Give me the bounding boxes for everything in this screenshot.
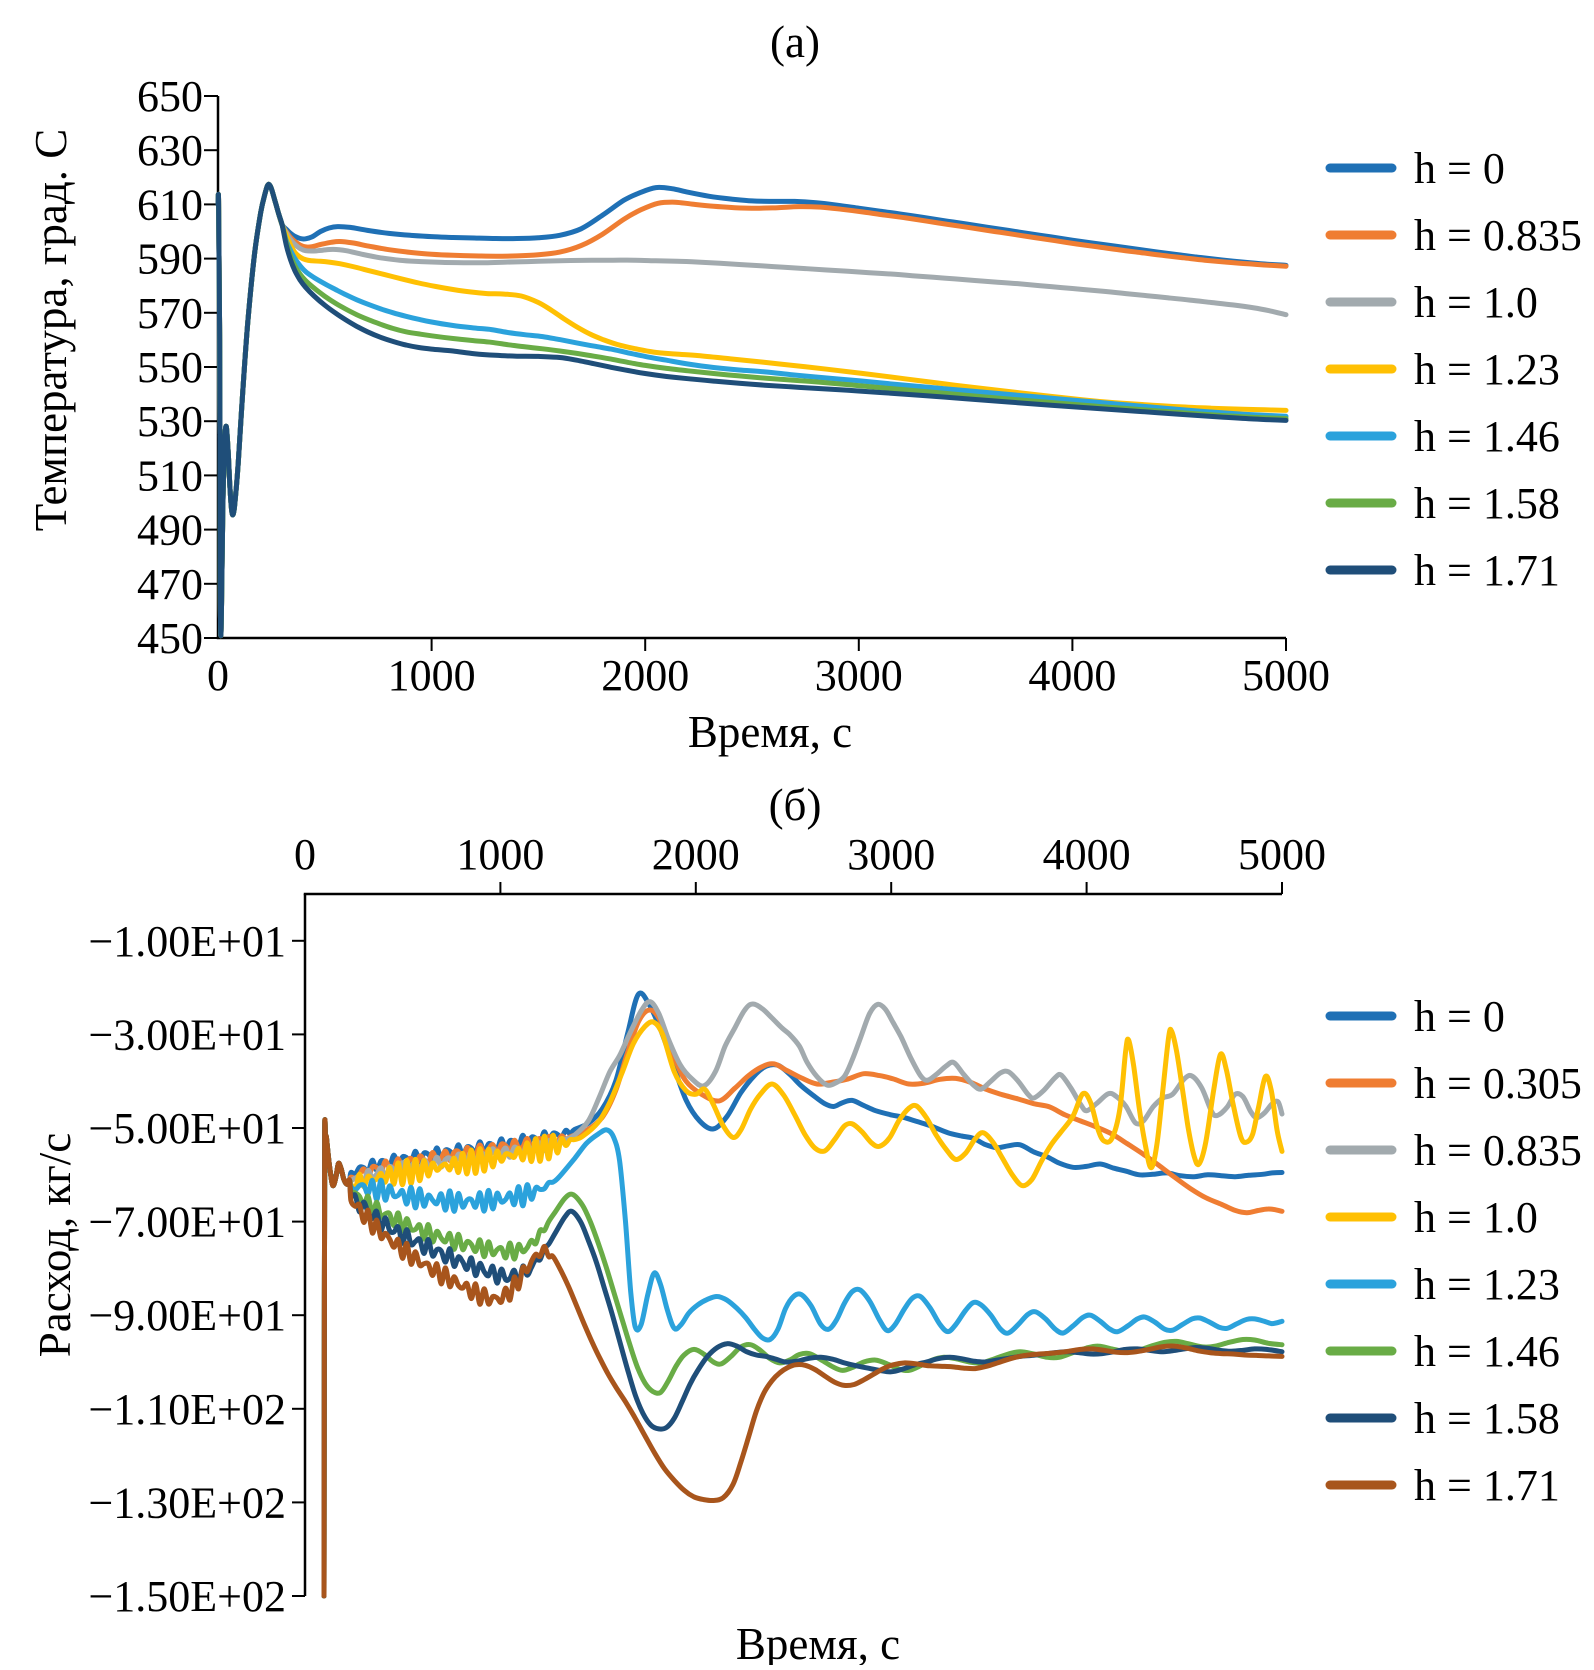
- legend-label: h = 1.58: [1414, 1394, 1560, 1443]
- panel-b-series-yellow: [321, 1019, 1285, 1599]
- panel-b-y-tick-label: −3.00E+01: [88, 1010, 286, 1059]
- panel-b-series-brown: [321, 1117, 1285, 1599]
- panel-b-x-axis-title: Время, с: [736, 1619, 900, 1665]
- legend-item: h = 1.71: [1325, 546, 1560, 595]
- panel-a-y-tick-label: 530: [137, 397, 203, 446]
- legend-item: h = 1.58: [1325, 479, 1560, 528]
- legend-label: h = 1.0: [1414, 278, 1538, 327]
- panel-b-y-tick-label: −1.00E+01: [88, 917, 286, 966]
- panel-a: (а) Температура, град. С Время, с 0 1000 2000…: [26, 17, 1582, 757]
- legend-label: h = 1.71: [1414, 1461, 1560, 1510]
- panel-a-y-tick-label: 630: [137, 126, 203, 175]
- panel-b-x-tick-label: 2000: [652, 830, 740, 879]
- panel-a-legend: h = 0 h = 0.835 h = 1.0 h = 1.23 h = 1.46 h =…: [1325, 144, 1582, 595]
- legend-label: h = 1.0: [1414, 1193, 1538, 1242]
- panel-a-title: (а): [770, 17, 820, 67]
- legend-item: h = 1.0: [1325, 278, 1538, 327]
- legend-label: h = 1.58: [1414, 479, 1560, 528]
- legend-label: h = 0: [1414, 992, 1505, 1041]
- panel-a-x-tick-label: 3000: [815, 651, 903, 700]
- panel-a-y-tick-label: 450: [137, 614, 203, 663]
- legend-label: h = 1.23: [1414, 1260, 1560, 1309]
- legend-item: h = 1.46: [1325, 1327, 1560, 1376]
- legend-label: h = 0.835: [1414, 211, 1582, 260]
- panel-a-x-tick-label: 0: [207, 651, 229, 700]
- legend-item: h = 1.0: [1325, 1193, 1538, 1242]
- legend-label: h = 0.835: [1414, 1126, 1582, 1175]
- panel-b-x-tick-label: 3000: [847, 830, 935, 879]
- panel-a-x-axis-title: Время, с: [688, 707, 852, 757]
- panel-b-legend: h = 0 h = 0.305 h = 0.835 h = 1.0 h = 1.23 h …: [1325, 992, 1582, 1510]
- panel-b-y-tick-label: −1.30E+02: [88, 1478, 286, 1527]
- legend-label: h = 1.46: [1414, 1327, 1560, 1376]
- legend-label: h = 0: [1414, 144, 1505, 193]
- legend-item: h = 1.23: [1325, 1260, 1560, 1309]
- legend-item: h = 0.835: [1325, 211, 1582, 260]
- legend-label: h = 0.305: [1414, 1059, 1582, 1108]
- legend-item: h = 0.835: [1325, 1126, 1582, 1175]
- legend-label: h = 1.23: [1414, 345, 1560, 394]
- panel-a-y-tick-label: 590: [137, 235, 203, 284]
- panel-a-y-axis-title: Температура, град. С: [26, 129, 76, 531]
- legend-label: h = 1.71: [1414, 546, 1560, 595]
- panel-a-x-tick-label: 4000: [1028, 651, 1116, 700]
- panel-b: (б) Расход, кг/с Время, с 0 1000 2000 3000 4000…: [30, 780, 1582, 1669]
- legend-item: h = 1.23: [1325, 345, 1560, 394]
- panel-b-x-tick-label: 4000: [1043, 830, 1131, 879]
- panel-a-x-tick-label: 2000: [601, 651, 689, 700]
- legend-item: h = 1.46: [1325, 412, 1560, 461]
- panel-b-y-tick-label: −1.50E+02: [88, 1572, 286, 1621]
- legend-label: h = 1.46: [1414, 412, 1560, 461]
- panel-a-x-tick-label: 5000: [1242, 651, 1330, 700]
- panel-b-y-tick-label: −5.00E+01: [88, 1104, 286, 1153]
- legend-item: h = 0: [1325, 144, 1505, 193]
- panel-b-x-tick-label: 0: [294, 830, 316, 879]
- panel-b-y-axis-title: Расход, кг/с: [30, 1133, 80, 1358]
- panel-a-x-tick-label: 1000: [388, 651, 476, 700]
- panel-b-y-tick-label: −1.10E+02: [88, 1385, 286, 1434]
- panel-b-title: (б): [769, 780, 822, 830]
- panel-a-y-tick-label: 650: [137, 72, 203, 121]
- panel-b-series-lightblue: [321, 1117, 1285, 1599]
- legend-item: h = 0: [1325, 992, 1505, 1041]
- panel-b-y-tick-label: −9.00E+01: [88, 1291, 286, 1340]
- panel-a-y-tick-label: 510: [137, 451, 203, 500]
- legend-item: h = 0.305: [1325, 1059, 1582, 1108]
- panel-a-y-tick-label: 610: [137, 180, 203, 229]
- panel-b-series-navy: [321, 1117, 1285, 1599]
- panel-a-y-tick-label: 490: [137, 506, 203, 555]
- panel-a-y-tick-label: 550: [137, 343, 203, 392]
- panel-b-x-tick-label: 5000: [1238, 830, 1326, 879]
- legend-item: h = 1.71: [1325, 1461, 1560, 1510]
- panel-b-y-tick-label: −7.00E+01: [88, 1198, 286, 1247]
- panel-a-y-tick-label: 470: [137, 560, 203, 609]
- panel-b-series-green: [321, 1117, 1285, 1599]
- panel-b-x-tick-label: 1000: [456, 830, 544, 879]
- legend-item: h = 1.58: [1325, 1394, 1560, 1443]
- panel-a-series-navy: [215, 181, 1289, 638]
- panel-a-y-tick-label: 570: [137, 289, 203, 338]
